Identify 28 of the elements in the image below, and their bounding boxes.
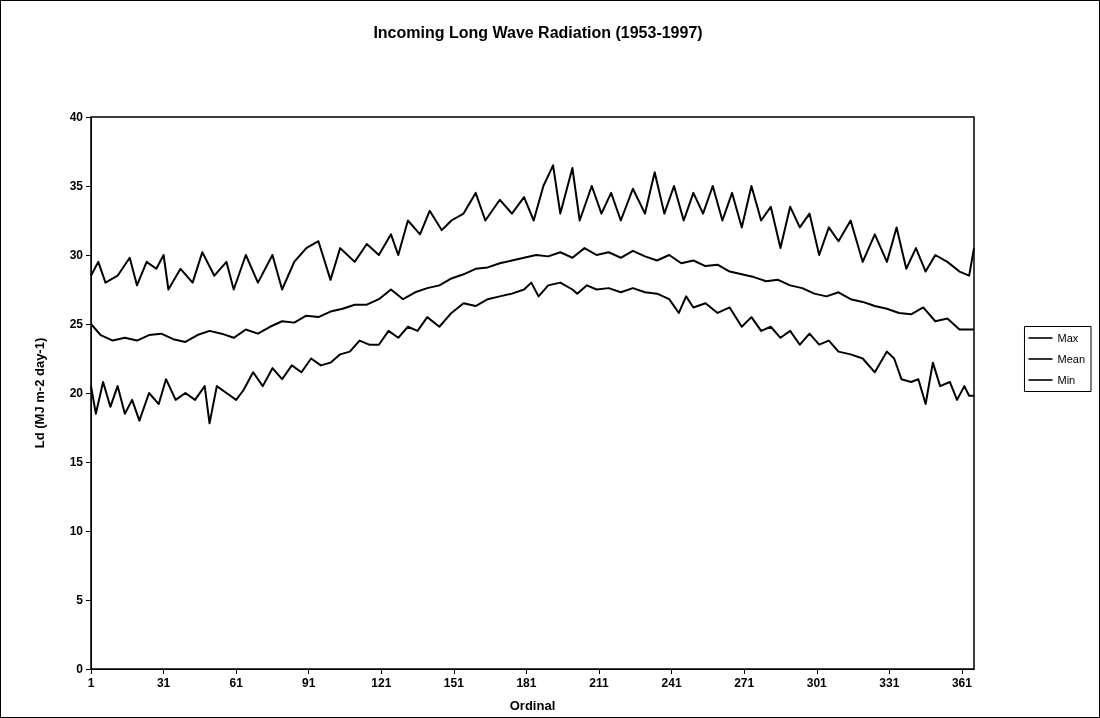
legend-label: Max xyxy=(1057,332,1079,344)
x-tick-label: 61 xyxy=(229,676,244,690)
y-tick-label: 30 xyxy=(69,248,84,262)
x-tick-label: 1 xyxy=(87,676,95,690)
y-tick-label: 15 xyxy=(69,455,84,469)
y-tick-label: 25 xyxy=(69,317,84,331)
x-tick-label: 151 xyxy=(443,676,465,690)
x-tick-label: 301 xyxy=(806,676,828,690)
x-tick-label: 121 xyxy=(371,676,392,690)
y-tick-label: 20 xyxy=(69,386,84,400)
legend-label: Min xyxy=(1057,374,1076,386)
x-tick-label: 241 xyxy=(661,676,682,690)
x-tick-label: 211 xyxy=(589,676,610,690)
chart-title: Incoming Long Wave Radiation (1953-1997) xyxy=(373,23,703,41)
y-tick-label: 0 xyxy=(76,662,84,676)
x-tick-label: 181 xyxy=(516,676,537,690)
y-tick-label: 10 xyxy=(69,524,84,538)
y-tick-label: 35 xyxy=(69,179,84,193)
x-tick-label: 361 xyxy=(951,676,973,690)
legend-label: Mean xyxy=(1057,353,1086,365)
x-tick-label: 271 xyxy=(734,676,755,690)
x-axis-title: Ordinal xyxy=(509,698,556,713)
x-tick-label: 31 xyxy=(156,676,171,690)
y-axis-title: Ld (MJ m-2 day-1) xyxy=(32,337,47,449)
x-tick-label: 91 xyxy=(302,676,316,690)
y-tick-label: 5 xyxy=(76,593,84,607)
x-tick-label: 331 xyxy=(879,676,900,690)
y-tick-label: 40 xyxy=(69,110,84,124)
